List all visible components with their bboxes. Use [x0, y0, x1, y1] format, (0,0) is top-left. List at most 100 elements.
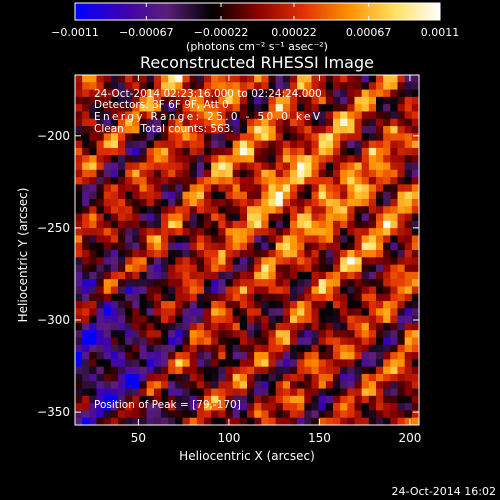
heatmap-cell [75, 410, 83, 419]
heatmap-cell [397, 337, 406, 346]
heatmap-cell [390, 96, 398, 105]
heatmap-cell [318, 388, 327, 397]
heatmap-cell [311, 242, 320, 251]
heatmap-cell [361, 111, 370, 120]
heatmap-cell [347, 271, 355, 280]
heatmap-cell [376, 381, 384, 389]
heatmap-cell [175, 264, 183, 273]
heatmap-cell [204, 235, 212, 244]
heatmap-cell [268, 155, 277, 163]
heatmap-cell [390, 352, 398, 360]
heatmap-cell [383, 155, 391, 163]
heatmap-cell [368, 242, 377, 251]
heatmap-cell [254, 279, 262, 287]
heatmap-cell [196, 82, 205, 90]
heatmap-cell [290, 126, 298, 134]
heatmap-cell [239, 417, 248, 425]
heatmap-cell [239, 315, 248, 324]
heatmap-cell [132, 315, 140, 324]
heatmap-cell [89, 140, 97, 149]
heatmap-cell [368, 388, 377, 397]
heatmap-cell [96, 140, 105, 149]
heatmap-cell [261, 118, 269, 127]
heatmap-cell [75, 213, 83, 222]
heatmap-cell [204, 322, 212, 331]
heatmap-cell [311, 352, 320, 360]
heatmap-cell [211, 191, 219, 200]
heatmap-cell [196, 359, 205, 368]
heatmap-cell [189, 388, 198, 397]
heatmap-cell [239, 191, 248, 200]
heatmap-cell [383, 147, 391, 156]
heatmap-cell [247, 140, 255, 149]
heatmap-cell [333, 366, 341, 375]
heatmap-cell [311, 373, 320, 382]
heatmap-cell [196, 89, 205, 98]
heatmap-cell [196, 177, 205, 185]
annotation-detectors: Detectors: 3F 6F 9F, Att 0 [94, 99, 229, 111]
heatmap-cell [125, 198, 133, 207]
heatmap-cell [304, 147, 312, 156]
heatmap-cell [275, 330, 284, 338]
heatmap-cell [368, 366, 377, 375]
heatmap-cell [361, 75, 370, 83]
heatmap-cell [211, 147, 219, 156]
heatmap-cell [383, 242, 391, 251]
heatmap-cell [204, 206, 212, 214]
heatmap-cell [275, 257, 284, 265]
heatmap-cell [118, 417, 126, 425]
heatmap-cell [211, 264, 219, 273]
heatmap-cell [75, 330, 83, 338]
heatmap-cell [311, 315, 320, 324]
heatmap-cell [218, 242, 226, 251]
heatmap-cell [318, 257, 327, 265]
heatmap-cell [383, 315, 391, 324]
heatmap-cell [146, 403, 155, 411]
heatmap-cell [297, 169, 305, 178]
heatmap-cell [125, 82, 133, 90]
heatmap-cell [268, 96, 277, 105]
heatmap-cell [311, 82, 320, 90]
heatmap-cell [239, 133, 248, 142]
heatmap-cell [297, 322, 305, 331]
heatmap-cell [218, 177, 226, 185]
heatmap-cell [397, 104, 406, 112]
heatmap-cell [118, 271, 126, 280]
heatmap-cell [347, 155, 355, 163]
heatmap-cell [211, 104, 219, 112]
heatmap-cell [275, 213, 284, 222]
heatmap-cell [168, 155, 176, 163]
heatmap-cell [82, 184, 90, 193]
heatmap-cell [290, 111, 298, 120]
heatmap-cell [211, 352, 219, 360]
heatmap-cell [118, 315, 126, 324]
heatmap-cell [397, 381, 406, 389]
heatmap-cell [139, 381, 148, 389]
heatmap-image [75, 75, 419, 425]
heatmap-cell [168, 257, 176, 265]
heatmap-cell [189, 403, 198, 411]
heatmap-cell [175, 169, 183, 178]
heatmap-cell [132, 381, 140, 389]
heatmap-cell [368, 264, 377, 273]
heatmap-cell [254, 177, 262, 185]
heatmap-cell [139, 395, 148, 404]
heatmap-cell [261, 198, 269, 207]
heatmap-cell [232, 271, 241, 280]
heatmap-cell [325, 191, 334, 200]
heatmap-cell [161, 206, 169, 214]
heatmap-cell [168, 235, 176, 244]
heatmap-cell [161, 337, 169, 346]
heatmap-cell [132, 118, 140, 127]
heatmap-cell [282, 104, 291, 112]
heatmap-cell [254, 111, 262, 120]
heatmap-cell [89, 162, 97, 171]
heatmap-cell [146, 235, 155, 244]
y-tick-label: −250 [37, 221, 70, 235]
heatmap-cell [361, 118, 370, 127]
heatmap-cell [318, 133, 327, 142]
heatmap-cell [232, 388, 241, 397]
heatmap-cell [161, 373, 169, 382]
heatmap-cell [340, 417, 348, 425]
heatmap-cell [182, 257, 191, 265]
